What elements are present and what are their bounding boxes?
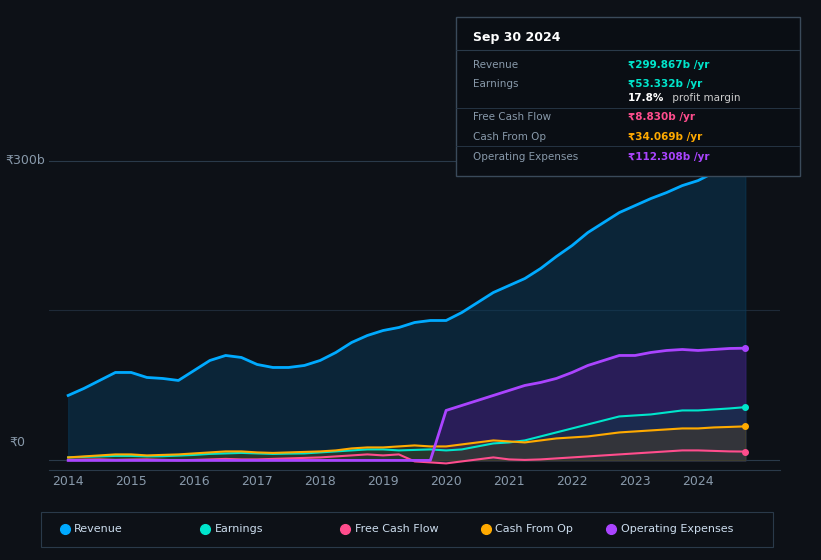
FancyBboxPatch shape bbox=[41, 512, 773, 547]
Text: Operating Expenses: Operating Expenses bbox=[473, 152, 578, 162]
Text: ₹300b: ₹300b bbox=[6, 154, 45, 167]
Text: 17.8%: 17.8% bbox=[628, 93, 664, 103]
Text: Free Cash Flow: Free Cash Flow bbox=[355, 524, 438, 534]
Text: ₹299.867b /yr: ₹299.867b /yr bbox=[628, 60, 709, 69]
Text: ₹34.069b /yr: ₹34.069b /yr bbox=[628, 132, 702, 142]
FancyBboxPatch shape bbox=[456, 17, 800, 176]
Text: Operating Expenses: Operating Expenses bbox=[621, 524, 733, 534]
Text: Revenue: Revenue bbox=[473, 60, 518, 69]
Text: Earnings: Earnings bbox=[473, 79, 518, 89]
Text: Cash From Op: Cash From Op bbox=[496, 524, 573, 534]
Text: Free Cash Flow: Free Cash Flow bbox=[473, 113, 551, 122]
Text: ₹8.830b /yr: ₹8.830b /yr bbox=[628, 113, 695, 122]
Text: ₹53.332b /yr: ₹53.332b /yr bbox=[628, 79, 702, 89]
Text: ₹112.308b /yr: ₹112.308b /yr bbox=[628, 152, 709, 162]
Text: Cash From Op: Cash From Op bbox=[473, 132, 546, 142]
Text: profit margin: profit margin bbox=[669, 93, 741, 103]
Text: Earnings: Earnings bbox=[215, 524, 264, 534]
Text: ₹0: ₹0 bbox=[9, 436, 25, 449]
Text: Revenue: Revenue bbox=[75, 524, 123, 534]
Text: Sep 30 2024: Sep 30 2024 bbox=[473, 31, 561, 44]
